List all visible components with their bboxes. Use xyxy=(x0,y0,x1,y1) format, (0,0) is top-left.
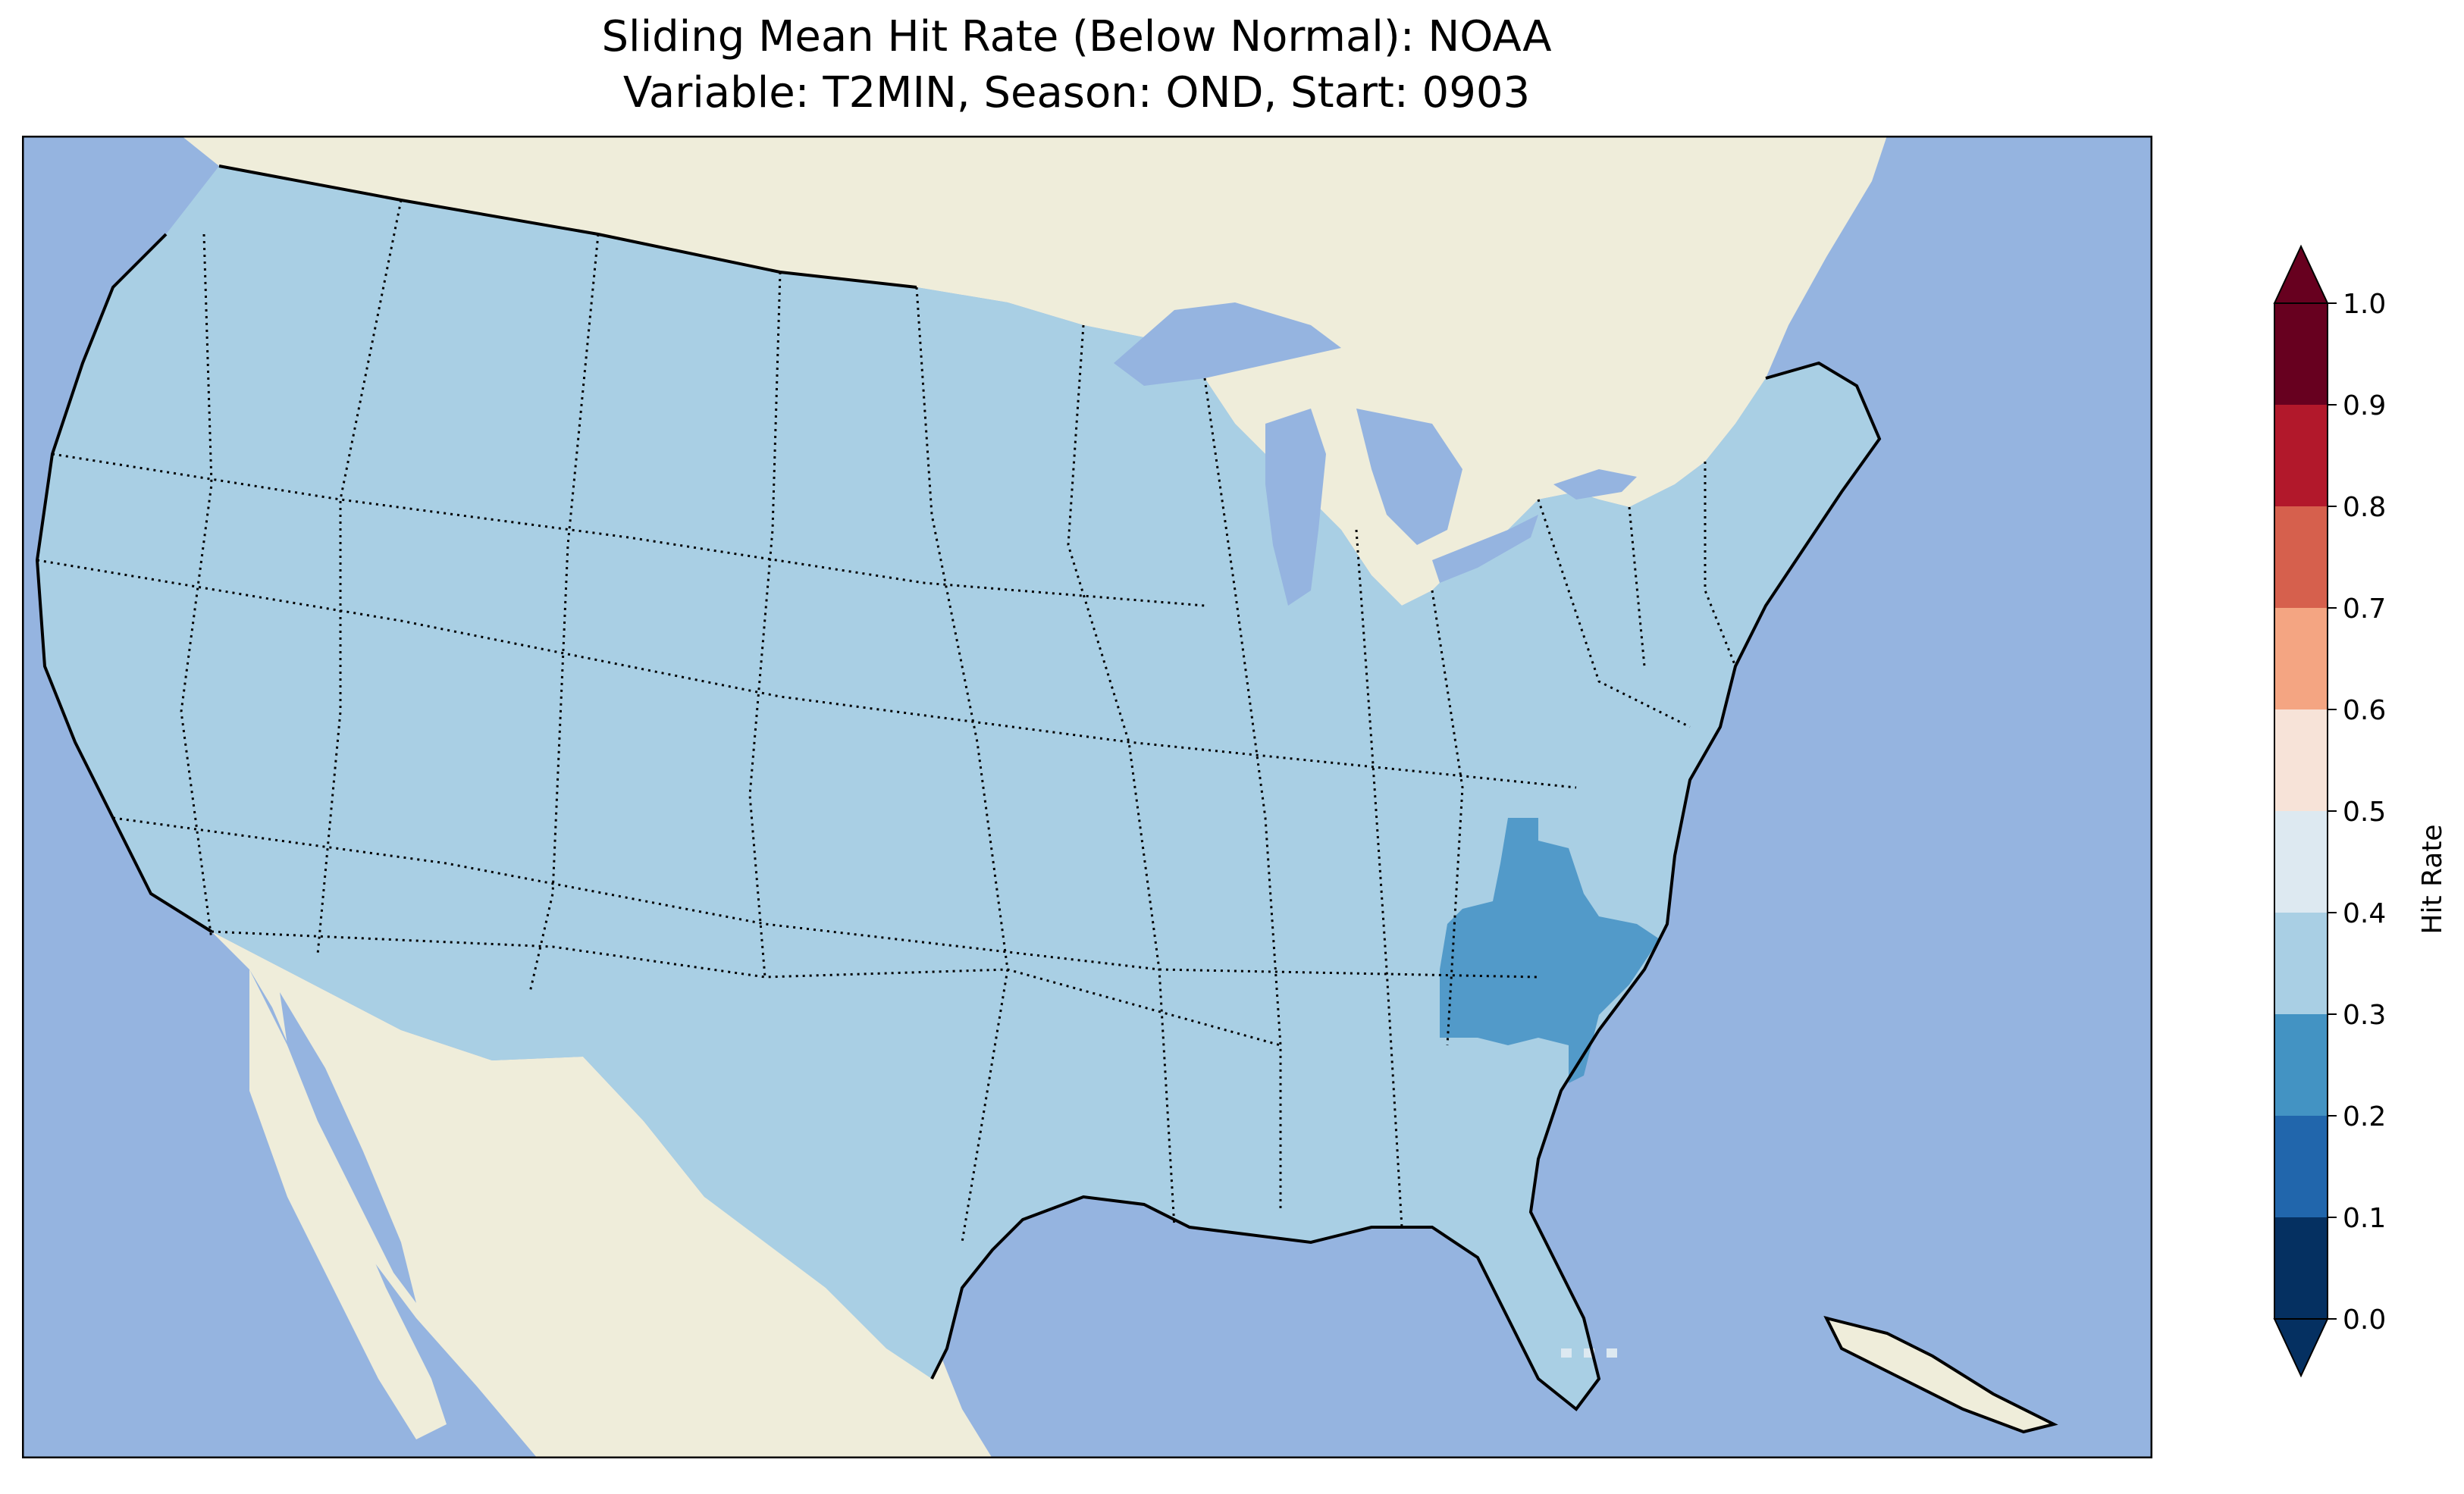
colorbar-tick-label: 0.9 xyxy=(2343,390,2386,421)
map-title-line2: Variable: T2MIN, Season: OND, Start: 090… xyxy=(622,68,1531,117)
colorbar: 0.0 0.1 0.2 0.3 0.4 0.5 0.6 0.7 0.8 0.9 1.0 Hit Ra… xyxy=(2273,244,2448,1378)
lake-huron xyxy=(1356,409,1462,545)
map-frame xyxy=(22,136,2152,1458)
colorbar-tick-label: 0.2 xyxy=(2343,1101,2386,1132)
lake-michigan xyxy=(1265,409,1326,606)
colorbar-bin xyxy=(2274,1116,2328,1217)
gulf-of-california xyxy=(280,992,416,1303)
colorbar-tick-label: 0.8 xyxy=(2343,492,2386,523)
lake-ontario xyxy=(1553,469,1637,500)
colorbar-bin xyxy=(2274,608,2328,709)
colorbar-ticks: 0.0 0.1 0.2 0.3 0.4 0.5 0.6 0.7 0.8 0.9 1.0 xyxy=(2328,289,2386,1336)
colorbar-tick-label: 1.0 xyxy=(2343,289,2386,320)
colorbar-bin xyxy=(2274,405,2328,506)
colorbar-tick-label: 0.4 xyxy=(2343,898,2386,929)
colorbar-bin xyxy=(2274,709,2328,811)
hit-rate-map xyxy=(22,136,2152,1458)
conus-hit-rate-region xyxy=(37,166,1879,1409)
colorbar-extend-high xyxy=(2273,244,2329,304)
mexico-land xyxy=(212,932,992,1458)
colorbar-extend-low xyxy=(2273,1318,2329,1378)
colorbar-tick-label: 0.5 xyxy=(2343,797,2386,828)
colorbar-bin xyxy=(2274,506,2328,608)
coastlines xyxy=(35,164,2058,1434)
canada-land xyxy=(181,136,1887,606)
keys-cell-1 xyxy=(1561,1348,1572,1358)
colorbar-bin xyxy=(2274,811,2328,913)
colorbar-bin xyxy=(2274,1217,2328,1319)
colorbar-bins xyxy=(2273,244,2329,1378)
baja-land xyxy=(249,969,447,1439)
colorbar-bin xyxy=(2274,913,2328,1014)
colorbar-bin xyxy=(2274,303,2328,405)
colorbar-tick-label: 0.3 xyxy=(2343,1000,2386,1031)
colorbar-tick-label: 0.6 xyxy=(2343,695,2386,726)
colorbar-tick-label: 0.0 xyxy=(2343,1305,2386,1336)
southeast-hit-rate-region xyxy=(1440,818,1660,1083)
cuba-land xyxy=(1826,1318,2054,1432)
colorbar-tick-label: 0.7 xyxy=(2343,594,2386,625)
keys-cell-3 xyxy=(1607,1348,1617,1358)
map-title-line1: Sliding Mean Hit Rate (Below Normal): NO… xyxy=(601,12,1552,61)
colorbar-tick-label: 0.1 xyxy=(2343,1203,2386,1234)
lake-erie xyxy=(1432,515,1538,583)
state-borders xyxy=(36,199,1737,1243)
colorbar-bin xyxy=(2274,1014,2328,1116)
lake-superior xyxy=(1114,302,1341,386)
colorbar-label: Hit Rate xyxy=(2417,824,2448,934)
